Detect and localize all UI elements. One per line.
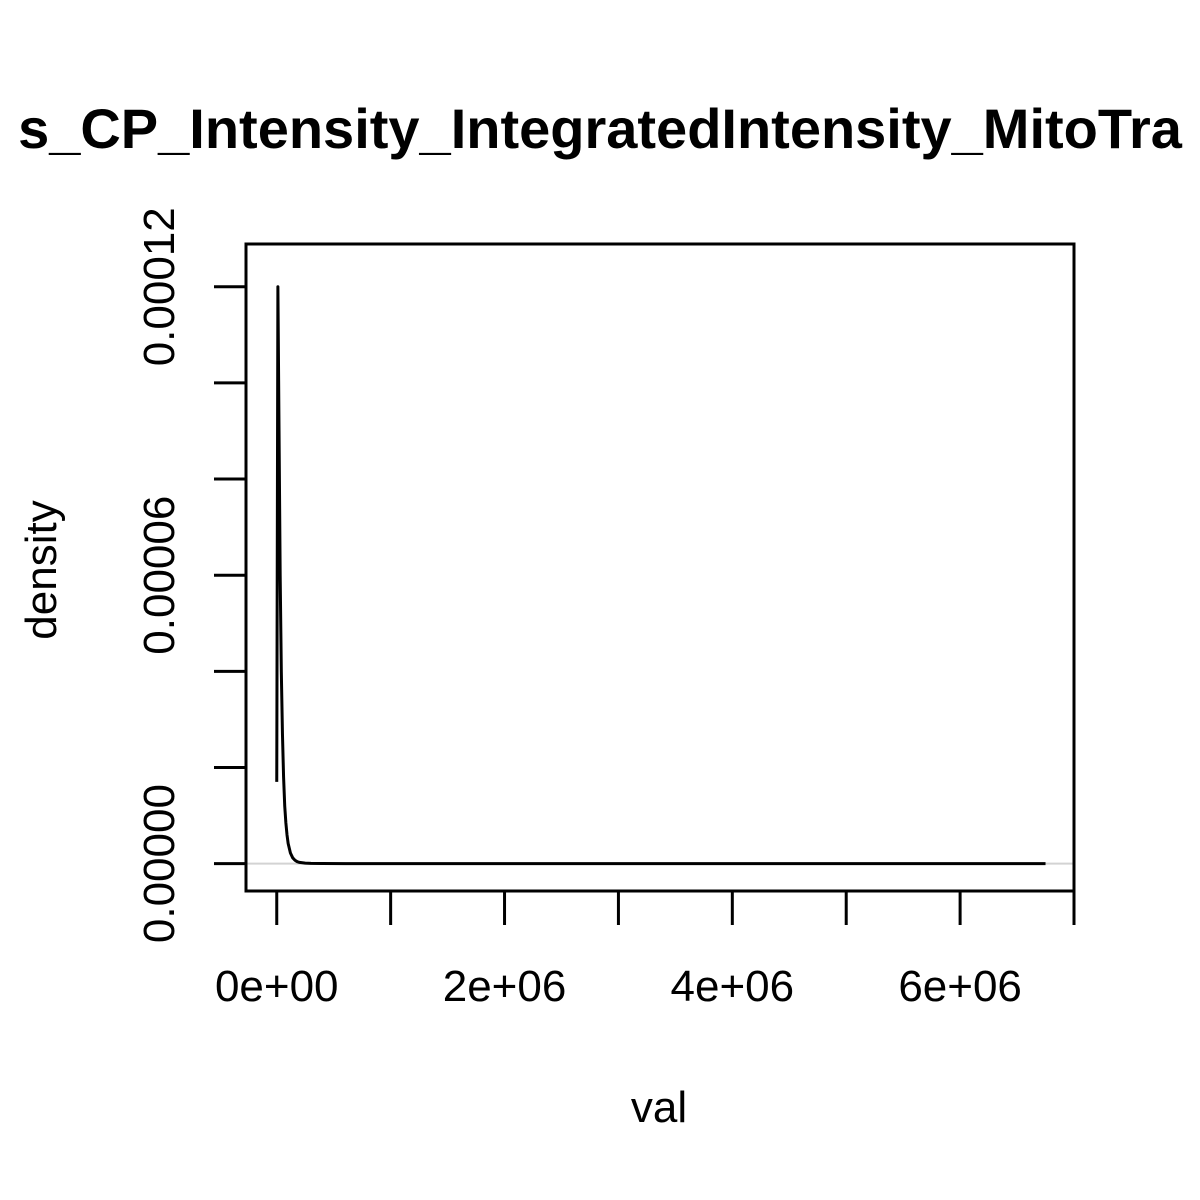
- x-tick-label: 0e+00: [215, 962, 339, 1011]
- plot-frame: [244, 242, 1076, 893]
- x-axis-label: val: [631, 1083, 687, 1132]
- density-curve: [275, 285, 1046, 866]
- x-tick-label: 4e+06: [671, 962, 795, 1011]
- y-tick-label: 0.00006: [135, 496, 184, 655]
- y-tick-label: 0.00000: [135, 784, 184, 943]
- x-axis: 0e+00 2e+06 4e+06 6e+06: [215, 889, 1076, 1011]
- x-tick-label: 6e+06: [898, 962, 1022, 1011]
- y-axis-label: density: [17, 500, 66, 639]
- y-tick-label: 0.00012: [135, 207, 184, 366]
- chart-title: s_CP_Intensity_IntegratedIntensity_MitoT…: [18, 97, 1183, 160]
- y-axis: 0.00000 0.00006 0.00012: [135, 207, 248, 943]
- x-tick-label: 2e+06: [443, 962, 567, 1011]
